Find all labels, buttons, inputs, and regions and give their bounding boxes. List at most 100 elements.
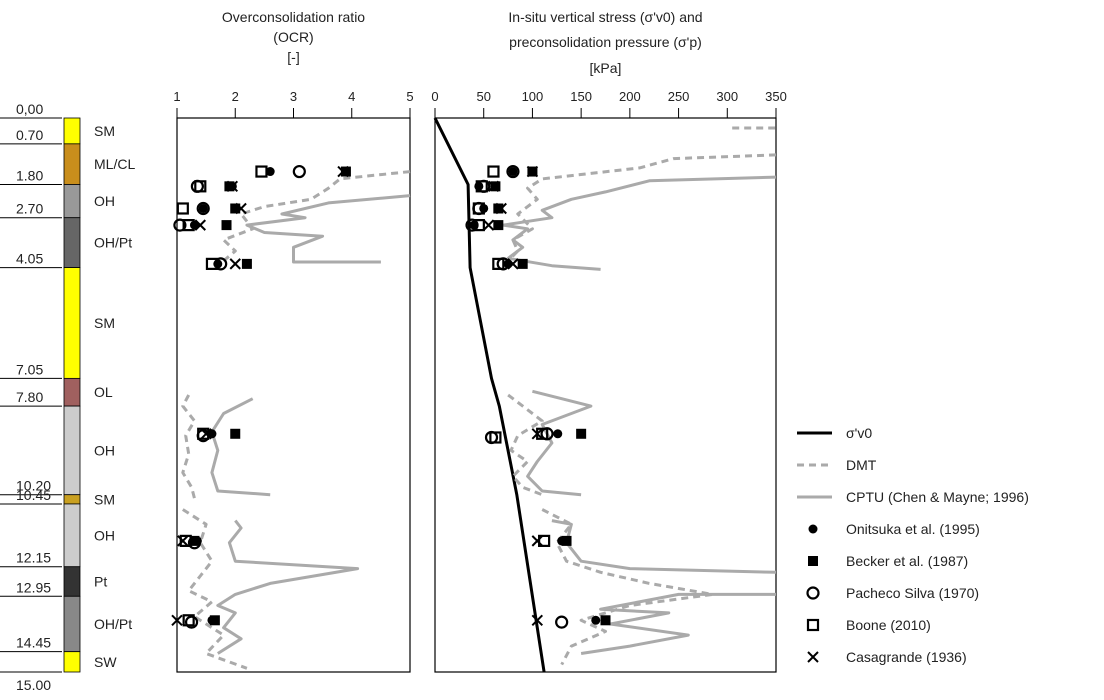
x-tick-label: 300 [716, 89, 738, 104]
point-series [469, 167, 601, 625]
x-tick-label: 150 [570, 89, 592, 104]
point [484, 430, 499, 445]
chart-title: Overconsolidation ratio [222, 9, 365, 25]
point [214, 257, 228, 271]
legend-label: DMT [846, 457, 877, 473]
point [184, 615, 199, 629]
point [226, 180, 239, 193]
point [472, 219, 485, 232]
point [538, 534, 551, 547]
soil-layer [63, 267, 81, 379]
legend-marker [806, 586, 820, 600]
soil-layer [63, 217, 81, 268]
point [489, 431, 502, 444]
point [171, 614, 183, 627]
point [209, 615, 220, 626]
profile-line [433, 117, 546, 673]
legend-label: Boone (2010) [846, 617, 931, 633]
depth-label: 14.45 [16, 635, 51, 651]
x-tick-label: 3 [290, 89, 297, 104]
soil-label: OH/Pt [94, 235, 132, 251]
point [196, 201, 210, 216]
point [292, 164, 306, 179]
point [493, 203, 504, 214]
soil-layer [63, 566, 81, 597]
chart-title: (OCR) [273, 29, 313, 45]
point [224, 181, 235, 192]
profile-line [210, 194, 411, 655]
x-tick-label: 50 [476, 89, 490, 104]
point [487, 165, 500, 178]
depth-label: 10.20 [16, 478, 51, 494]
point [531, 535, 544, 547]
soil-layer [63, 143, 81, 185]
chart-title: In-situ vertical stress (σ'v0) and [508, 9, 702, 25]
soil-layer [63, 377, 81, 407]
point [187, 536, 202, 550]
point [517, 258, 528, 269]
point [465, 218, 479, 232]
point [591, 615, 601, 625]
point [472, 202, 485, 215]
soil-label: SM [94, 123, 115, 139]
soil-label: SM [94, 315, 115, 331]
chart-title: [-] [287, 49, 299, 65]
point-series [482, 165, 544, 627]
soil-label: OH [94, 527, 115, 543]
plot-frame [434, 117, 777, 673]
point [194, 180, 207, 193]
point-series [171, 165, 349, 627]
x-tick-label: 200 [619, 89, 641, 104]
point [506, 164, 520, 179]
point-series [189, 166, 351, 626]
point [241, 258, 252, 269]
point [173, 218, 187, 232]
point [189, 535, 200, 546]
soil-layer [63, 595, 81, 653]
point [337, 165, 349, 178]
point [561, 535, 572, 546]
x-tick-label: 4 [348, 89, 355, 104]
point [482, 219, 495, 231]
soil-label: OL [94, 384, 113, 400]
x-tick-label: 250 [668, 89, 690, 104]
depth-label: 7.80 [16, 389, 43, 405]
point [182, 219, 195, 232]
legend-marker [807, 651, 819, 663]
legend-label: Becker et al. (1987) [846, 553, 968, 569]
point [205, 257, 219, 270]
soil-layer [63, 651, 81, 673]
soil-label: SM [94, 491, 115, 507]
profile-line [181, 170, 411, 670]
legend-label: σ'v0 [846, 425, 872, 441]
point [555, 615, 569, 629]
point [230, 428, 241, 439]
soil-layer [63, 184, 81, 219]
point [221, 220, 232, 231]
legend-marker [806, 618, 820, 632]
depth-label: 1.80 [16, 167, 43, 183]
x-tick-label: 350 [765, 89, 787, 104]
point [179, 534, 192, 547]
point [177, 535, 189, 547]
point [553, 429, 563, 439]
x-tick-label: 2 [232, 89, 239, 104]
point [198, 203, 208, 213]
chart-title: preconsolidation pressure (σ'p) [509, 34, 702, 50]
depth-label: 0,00 [16, 101, 43, 117]
point [531, 428, 544, 440]
depth-label: 15.00 [16, 677, 51, 693]
point [475, 180, 488, 193]
plot-frame [176, 117, 411, 673]
soil-layer [63, 503, 81, 568]
legend-marker [808, 524, 818, 534]
point [340, 166, 351, 177]
point [492, 257, 505, 270]
point [230, 203, 241, 214]
point [255, 165, 268, 178]
point [176, 202, 189, 215]
depth-label: 2.70 [16, 201, 43, 217]
legend-label: Onitsuka et al. (1995) [846, 521, 980, 537]
point [495, 202, 507, 215]
